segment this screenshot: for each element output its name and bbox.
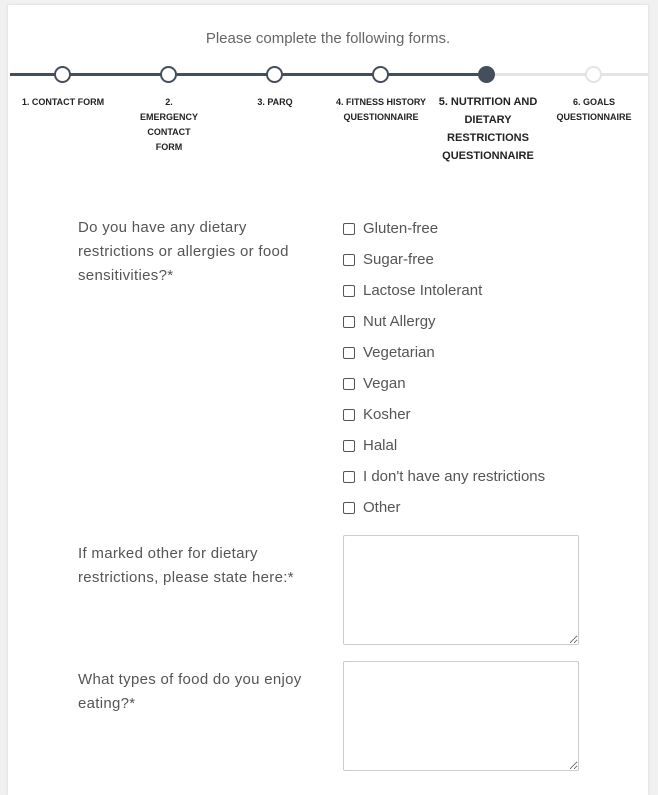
checkbox[interactable] xyxy=(343,253,355,266)
progress-line-remaining xyxy=(487,73,648,76)
dietary-question-label: Do you have any dietary restrictions or … xyxy=(78,219,289,284)
dietary-options: Gluten-free Sugar-free Lactose Intoleran… xyxy=(343,213,545,523)
option-label: Halal xyxy=(363,437,398,454)
option-lactose-intolerant[interactable]: Lactose Intolerant xyxy=(343,275,545,306)
option-label: Sugar-free xyxy=(363,251,434,268)
other-restrictions-input[interactable] xyxy=(343,535,579,645)
progress-line-complete xyxy=(10,73,487,76)
option-label: Vegetarian xyxy=(363,344,435,361)
option-label: Other xyxy=(363,499,401,516)
step-6-label[interactable]: 6. GOALS QUESTIONNAIRE xyxy=(556,97,632,122)
other-restrictions-label: If marked other for dietary restrictions… xyxy=(78,545,294,586)
step-5-marker[interactable] xyxy=(478,66,495,83)
form-card: Please complete the following forms. 1. … xyxy=(8,5,648,795)
option-nut-allergy[interactable]: Nut Allergy xyxy=(343,306,545,337)
option-sugar-free[interactable]: Sugar-free xyxy=(343,244,545,275)
option-label: Gluten-free xyxy=(363,220,439,237)
checkbox[interactable] xyxy=(343,346,355,359)
checkbox[interactable] xyxy=(343,284,355,297)
checkbox[interactable] xyxy=(343,470,355,483)
checkbox[interactable] xyxy=(343,377,355,390)
checkbox[interactable] xyxy=(343,222,355,235)
checkbox[interactable] xyxy=(343,315,355,328)
step-3-marker[interactable] xyxy=(266,66,283,83)
option-other[interactable]: Other xyxy=(343,492,545,523)
option-label: Lactose Intolerant xyxy=(363,282,483,299)
intro-text: Please complete the following forms. xyxy=(205,30,451,47)
checkbox[interactable] xyxy=(343,408,355,421)
option-gluten-free[interactable]: Gluten-free xyxy=(343,213,545,244)
option-kosher[interactable]: Kosher xyxy=(343,399,545,430)
step-2-label[interactable]: 2. EMERGENCY CONTACT FORM xyxy=(139,97,198,152)
option-label: I don't have any restrictions xyxy=(363,468,546,485)
option-vegan[interactable]: Vegan xyxy=(343,368,545,399)
step-1-marker[interactable] xyxy=(54,66,71,83)
checkbox[interactable] xyxy=(343,501,355,514)
option-vegetarian[interactable]: Vegetarian xyxy=(343,337,545,368)
step-2-marker[interactable] xyxy=(160,66,177,83)
option-halal[interactable]: Halal xyxy=(343,430,545,461)
step-4-marker[interactable] xyxy=(372,66,389,83)
option-no-restrictions[interactable]: I don't have any restrictions xyxy=(343,461,545,492)
step-4-label[interactable]: 4. FITNESS HISTORY QUESTIONNAIRE xyxy=(335,97,427,122)
step-5-label[interactable]: 5. NUTRITION AND DIETARY RESTRICTIONS QU… xyxy=(438,96,538,162)
checkbox[interactable] xyxy=(343,439,355,452)
option-label: Vegan xyxy=(363,375,406,392)
option-label: Kosher xyxy=(363,406,411,423)
step-6-marker[interactable] xyxy=(585,66,602,83)
step-1-label[interactable]: 1. CONTACT FORM xyxy=(21,97,105,107)
option-label: Nut Allergy xyxy=(363,313,436,330)
enjoy-food-label: What types of food do you enjoy eating?* xyxy=(78,671,302,712)
enjoy-food-input[interactable] xyxy=(343,661,579,771)
step-3-label[interactable]: 3. PARQ xyxy=(257,97,293,107)
